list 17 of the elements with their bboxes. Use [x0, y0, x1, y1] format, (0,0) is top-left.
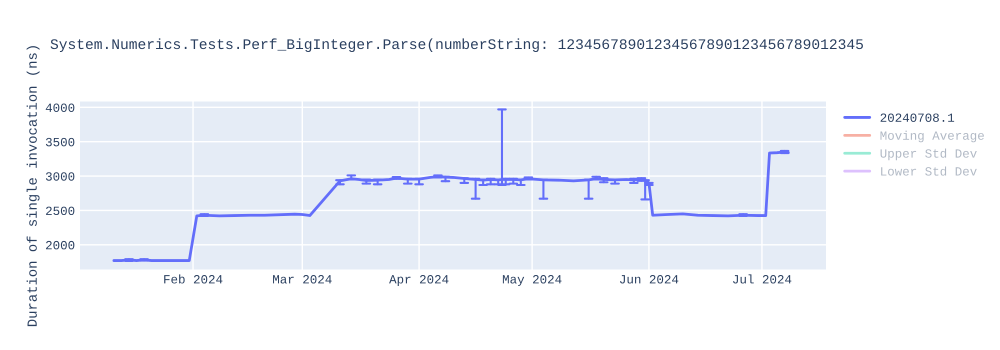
- legend-label: Upper Std Dev: [880, 148, 977, 160]
- y-tick-label: 4000: [46, 104, 74, 112]
- y-tick-label: 2500: [46, 206, 74, 216]
- x-tick-label: Jul 2024: [733, 274, 792, 284]
- y-axis-title: Duration of single invocation (ns): [26, 46, 40, 326]
- legend-label: 20240708.1: [880, 113, 954, 122]
- legend-label: Lower Std Dev: [881, 166, 977, 176]
- y-tick-label: 3000: [46, 172, 74, 181]
- x-tick-label: Mar 2024: [273, 275, 332, 284]
- x-tick-label: Apr 2024: [389, 275, 448, 286]
- x-tick-label: Feb 2024: [164, 274, 222, 284]
- y-tick-label: 2000: [46, 240, 74, 250]
- x-tick-label: May 2024: [502, 275, 562, 286]
- legend-label: Moving Average: [880, 130, 984, 142]
- y-tick-label: 3500: [46, 138, 74, 146]
- chart-title: System.Numerics.Tests.Perf_BigInteger.Parse(numberString: 12345678901234567890123456789012345: [50, 38, 863, 52]
- x-tick-label: Jun 2024: [620, 275, 678, 284]
